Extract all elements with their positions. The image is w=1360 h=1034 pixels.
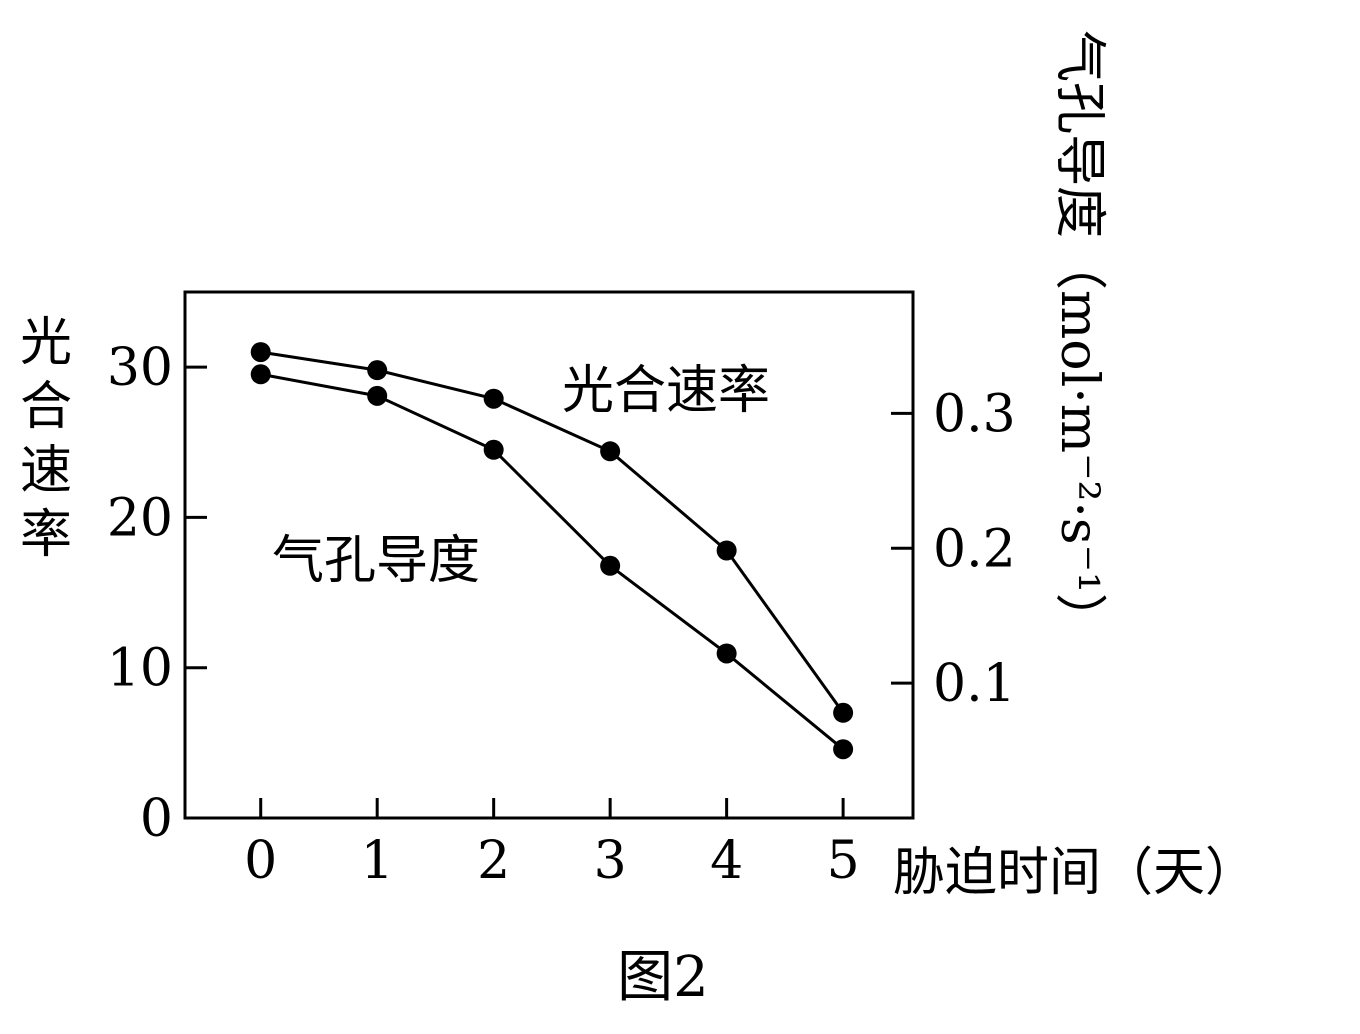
series-line-0	[260, 350, 845, 714]
data-point	[483, 388, 504, 409]
labels: 光合速率 气孔导度（mol·m⁻²·s⁻¹） 胁迫时间（天） 光合速率 气孔导度…	[20, 30, 1257, 1010]
series-line-1	[260, 372, 845, 751]
data-point	[483, 439, 504, 460]
data-point	[600, 555, 621, 576]
data-point	[833, 739, 854, 760]
data-point	[716, 643, 737, 664]
left-tick-label: 0	[140, 789, 173, 849]
series-label-stomatal-conductance: 气孔导度	[272, 531, 480, 591]
x-tick-label: 5	[827, 831, 860, 891]
data-point	[716, 540, 737, 561]
right-tick-label: 0.3	[933, 384, 1016, 444]
ticks: 0 10 20 30 0.1 0.2 0.3 0 1 2 3 4 5	[107, 338, 1016, 891]
x-axis-label: 胁迫时间（天）	[893, 843, 1257, 903]
figure-caption: 图2	[617, 945, 709, 1010]
data-point	[250, 364, 271, 385]
right-tick-label: 0.2	[933, 519, 1016, 579]
data-point	[833, 702, 854, 723]
left-axis-label: 光合速率	[20, 313, 72, 565]
left-tick-label: 20	[107, 488, 173, 548]
x-tick-label: 1	[361, 831, 394, 891]
left-tick-label: 30	[107, 338, 173, 398]
left-tick-label: 10	[107, 639, 173, 699]
x-tick-label: 0	[244, 831, 277, 891]
data-point	[600, 441, 621, 462]
x-tick-label: 4	[710, 831, 743, 891]
plot-frame	[183, 290, 915, 820]
right-tick-label: 0.1	[933, 654, 1016, 714]
series	[250, 342, 854, 760]
data-point	[367, 385, 388, 406]
data-point	[367, 360, 388, 381]
series-label-photosynthesis: 光合速率	[562, 361, 770, 421]
x-tick-label: 2	[477, 831, 510, 891]
x-tick-label: 3	[594, 831, 627, 891]
data-point	[250, 342, 271, 363]
right-axis-label: 气孔导度（mol·m⁻²·s⁻¹）	[1049, 30, 1109, 645]
